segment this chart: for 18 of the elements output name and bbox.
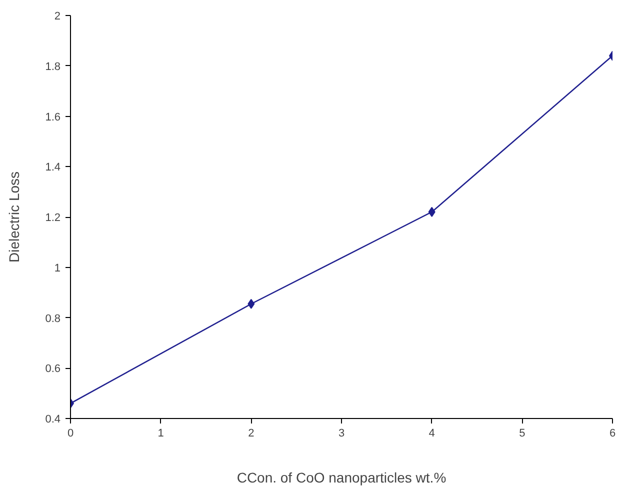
y-tick-label: 0.8 [45,312,61,325]
x-tick-label: 1 [158,428,164,440]
x-axis-title: CCon. of CoO nanoparticles wt.% [236,470,446,486]
y-tick-label: 1 [54,262,61,274]
y-tick-label: 1.4 [45,162,61,174]
x-tick-label: 4 [428,428,435,440]
y-tick-label: 2 [54,10,61,22]
x-tick-label: 6 [609,428,616,440]
y-tick-label: 1.2 [45,212,61,224]
y-tick-label: 0.6 [45,363,61,376]
x-tick-label: 2 [248,428,254,440]
x-tick-label: 3 [338,428,345,440]
x-tick-label: 5 [519,428,526,440]
y-tick-label: 0.4 [45,414,61,426]
y-tick-label: 1.8 [45,60,61,73]
x-tick-label: 0 [67,428,74,440]
y-axis-title: Dielectric Loss [6,171,22,263]
y-tick-label: 1.6 [45,111,61,124]
